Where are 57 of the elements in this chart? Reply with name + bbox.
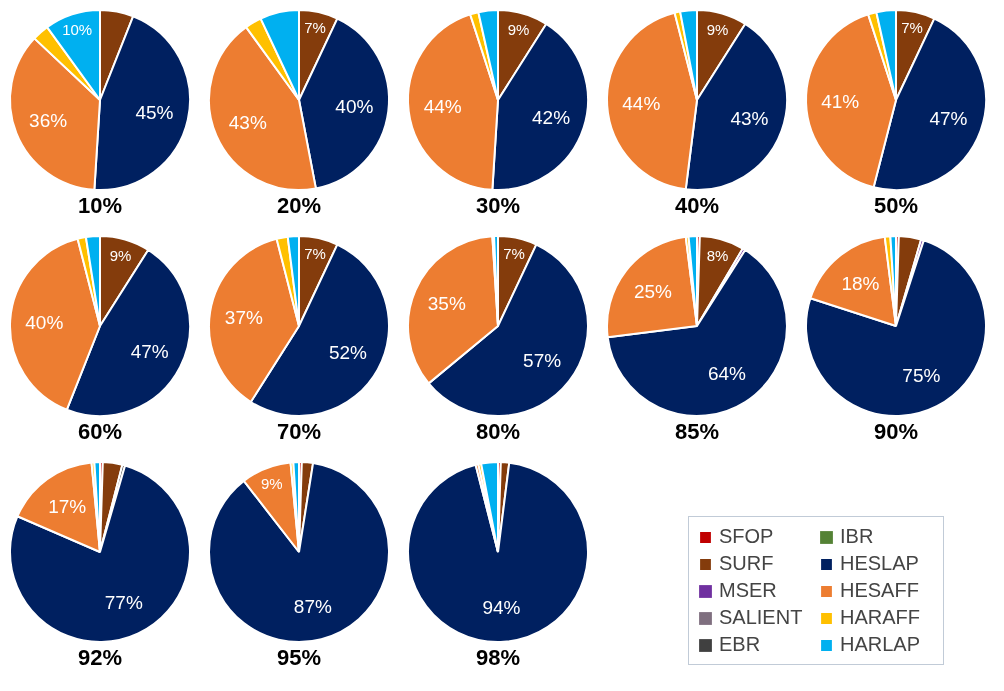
text: 92% (77, 644, 123, 670)
data-label: 9% (507, 20, 530, 38)
legend-label: SALIENT (719, 606, 804, 629)
data-label: 10% (62, 21, 93, 39)
data-label: 44% (622, 93, 661, 114)
text: 80% (475, 418, 521, 444)
text: 85% (674, 418, 720, 444)
data-label: 87% (293, 595, 332, 617)
data-label: 18% (841, 272, 880, 294)
text: 10% (77, 192, 123, 218)
data-label: 94% (482, 597, 521, 619)
data-label: 77% (104, 591, 143, 613)
data-label: 45% (135, 101, 174, 123)
data-label: 57% (523, 349, 562, 371)
legend-label: MSER (719, 579, 778, 602)
data-label: 9% (260, 474, 283, 492)
data-label: 36% (29, 110, 68, 132)
legend-label: EBR (719, 633, 762, 656)
data-label: 7% (503, 245, 525, 263)
text: 30% (475, 192, 521, 218)
legend-label: HESAFF (840, 579, 920, 602)
data-label: 47% (929, 108, 968, 130)
text: 40% (674, 192, 720, 218)
legend-label: HARLAP (840, 633, 922, 656)
data-label: 9% (706, 20, 729, 38)
data-label: 43% (228, 111, 267, 133)
data-label: 25% (633, 281, 673, 303)
text: 60% (77, 418, 123, 444)
data-label: 35% (427, 293, 466, 315)
data-label: 37% (224, 306, 264, 328)
text: 20% (276, 192, 322, 218)
text: 98% (475, 644, 521, 670)
data-label: 52% (328, 342, 368, 364)
data-label: 42% (532, 106, 571, 128)
text: 95% (276, 644, 322, 670)
data-label: 41% (821, 91, 860, 113)
data-label: 44% (423, 96, 462, 118)
text: 90% (873, 418, 919, 444)
data-label: 43% (730, 108, 769, 130)
legend-label: IBR (840, 525, 875, 548)
legend-label: SURF (719, 552, 775, 575)
text: 50% (873, 192, 919, 218)
data-label: 8% (706, 246, 729, 264)
data-label: 47% (130, 340, 169, 362)
data-label: 40% (25, 312, 64, 333)
data-label: 75% (902, 365, 941, 387)
data-label: 7% (304, 245, 326, 263)
data-label: 7% (901, 19, 923, 37)
legend-label: HESLAP (840, 552, 920, 575)
legend-label: SFOP (719, 525, 775, 548)
data-label: 7% (304, 19, 326, 37)
text: 70% (276, 418, 322, 444)
data-label: 64% (707, 362, 747, 384)
data-label: 17% (48, 496, 87, 518)
data-label: 9% (109, 246, 132, 264)
legend-label: HARAFF (840, 606, 921, 629)
data-label: 40% (335, 96, 374, 118)
